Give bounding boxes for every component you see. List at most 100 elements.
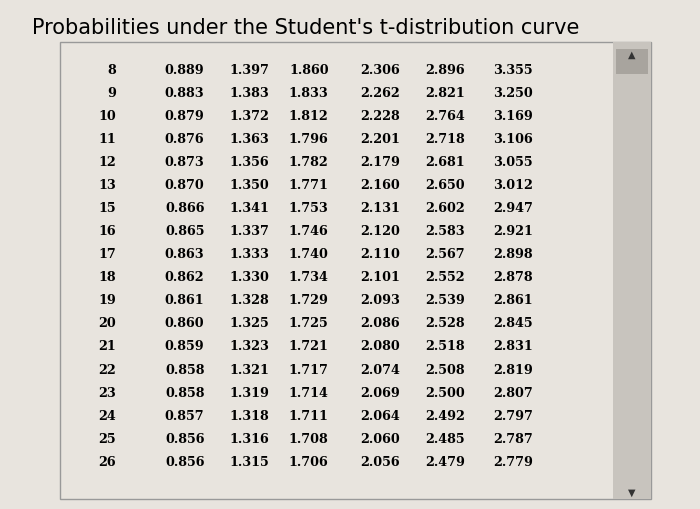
- Text: 2.074: 2.074: [360, 363, 400, 376]
- Text: 2.093: 2.093: [360, 294, 400, 307]
- Text: 2.602: 2.602: [425, 202, 465, 215]
- Text: 3.250: 3.250: [493, 87, 533, 100]
- Text: 1.318: 1.318: [230, 409, 270, 422]
- Text: 2.567: 2.567: [425, 248, 465, 261]
- Text: 2.518: 2.518: [425, 340, 465, 353]
- Text: 1.328: 1.328: [230, 294, 270, 307]
- Text: 2.819: 2.819: [493, 363, 533, 376]
- Text: ▲: ▲: [628, 50, 636, 60]
- Text: 2.080: 2.080: [360, 340, 400, 353]
- Text: 2.797: 2.797: [493, 409, 533, 422]
- Text: 1.397: 1.397: [230, 64, 270, 77]
- Text: 2.681: 2.681: [425, 156, 465, 169]
- Bar: [612, 43, 651, 499]
- Text: 2.898: 2.898: [493, 248, 533, 261]
- Text: 2.779: 2.779: [493, 455, 533, 468]
- Text: 22: 22: [98, 363, 116, 376]
- Text: 1.350: 1.350: [230, 179, 270, 192]
- Text: 1.708: 1.708: [289, 432, 328, 445]
- Text: 2.485: 2.485: [425, 432, 465, 445]
- Text: 24: 24: [98, 409, 116, 422]
- Text: 26: 26: [98, 455, 116, 468]
- Text: 2.878: 2.878: [493, 271, 533, 284]
- Text: 2.201: 2.201: [360, 133, 400, 146]
- Text: 17: 17: [98, 248, 116, 261]
- Text: 2.831: 2.831: [493, 340, 533, 353]
- Text: 1.341: 1.341: [230, 202, 270, 215]
- Text: 2.947: 2.947: [493, 202, 533, 215]
- Text: 3.055: 3.055: [493, 156, 533, 169]
- Text: Probabilities under the Student's t-distribution curve: Probabilities under the Student's t-dist…: [32, 18, 579, 38]
- Text: 0.862: 0.862: [164, 271, 204, 284]
- Text: 10: 10: [98, 110, 116, 123]
- Text: 2.086: 2.086: [360, 317, 400, 330]
- Text: 0.856: 0.856: [165, 455, 204, 468]
- Text: 1.721: 1.721: [289, 340, 328, 353]
- Text: 0.858: 0.858: [165, 386, 204, 399]
- Text: 11: 11: [98, 133, 116, 146]
- Text: 1.319: 1.319: [230, 386, 270, 399]
- Text: 0.866: 0.866: [165, 202, 204, 215]
- Text: 1.356: 1.356: [230, 156, 270, 169]
- Text: 1.782: 1.782: [289, 156, 328, 169]
- Text: 0.858: 0.858: [165, 363, 204, 376]
- Text: 2.807: 2.807: [493, 386, 533, 399]
- Text: 1.717: 1.717: [289, 363, 328, 376]
- Text: 1.316: 1.316: [230, 432, 270, 445]
- Text: 1.725: 1.725: [289, 317, 328, 330]
- Text: 2.650: 2.650: [425, 179, 465, 192]
- Text: 1.833: 1.833: [289, 87, 328, 100]
- Text: 2.131: 2.131: [360, 202, 400, 215]
- Text: 2.552: 2.552: [425, 271, 465, 284]
- Text: 18: 18: [98, 271, 116, 284]
- Text: 2.179: 2.179: [360, 156, 400, 169]
- Text: 1.315: 1.315: [230, 455, 270, 468]
- Text: 2.228: 2.228: [360, 110, 400, 123]
- Text: 1.330: 1.330: [230, 271, 270, 284]
- Text: 9: 9: [107, 87, 116, 100]
- Text: 0.857: 0.857: [164, 409, 204, 422]
- Text: 1.383: 1.383: [230, 87, 270, 100]
- Text: 19: 19: [98, 294, 116, 307]
- Text: 0.883: 0.883: [164, 87, 204, 100]
- Text: 8: 8: [107, 64, 116, 77]
- Text: 1.796: 1.796: [289, 133, 328, 146]
- Text: 1.812: 1.812: [289, 110, 328, 123]
- Text: 2.921: 2.921: [493, 225, 533, 238]
- Text: 21: 21: [98, 340, 116, 353]
- Text: 15: 15: [98, 202, 116, 215]
- Text: 0.863: 0.863: [164, 248, 204, 261]
- Text: 1.771: 1.771: [289, 179, 328, 192]
- Text: 3.169: 3.169: [493, 110, 533, 123]
- Text: 1.740: 1.740: [289, 248, 328, 261]
- Text: 0.889: 0.889: [164, 64, 204, 77]
- Text: 2.262: 2.262: [360, 87, 400, 100]
- Bar: [615, 50, 648, 75]
- Text: 2.861: 2.861: [493, 294, 533, 307]
- Text: 0.856: 0.856: [165, 432, 204, 445]
- Text: 2.120: 2.120: [360, 225, 400, 238]
- Text: 0.865: 0.865: [165, 225, 204, 238]
- Text: 0.876: 0.876: [164, 133, 204, 146]
- Text: 1.860: 1.860: [289, 64, 328, 77]
- Text: 1.746: 1.746: [289, 225, 328, 238]
- Text: 1.711: 1.711: [289, 409, 328, 422]
- Text: 2.060: 2.060: [360, 432, 400, 445]
- Text: 2.479: 2.479: [425, 455, 465, 468]
- Text: 2.492: 2.492: [425, 409, 465, 422]
- Text: 2.160: 2.160: [360, 179, 400, 192]
- Text: 1.333: 1.333: [230, 248, 270, 261]
- Text: 2.787: 2.787: [493, 432, 533, 445]
- Text: 2.101: 2.101: [360, 271, 400, 284]
- Text: 2.718: 2.718: [425, 133, 465, 146]
- Text: 1.706: 1.706: [289, 455, 328, 468]
- Text: 2.306: 2.306: [360, 64, 400, 77]
- Text: 23: 23: [98, 386, 116, 399]
- Text: ▼: ▼: [628, 487, 636, 497]
- Text: 2.539: 2.539: [425, 294, 465, 307]
- Text: 1.321: 1.321: [230, 363, 270, 376]
- Text: 2.056: 2.056: [360, 455, 400, 468]
- Text: 1.714: 1.714: [289, 386, 328, 399]
- Text: 1.729: 1.729: [289, 294, 328, 307]
- Text: 2.069: 2.069: [360, 386, 400, 399]
